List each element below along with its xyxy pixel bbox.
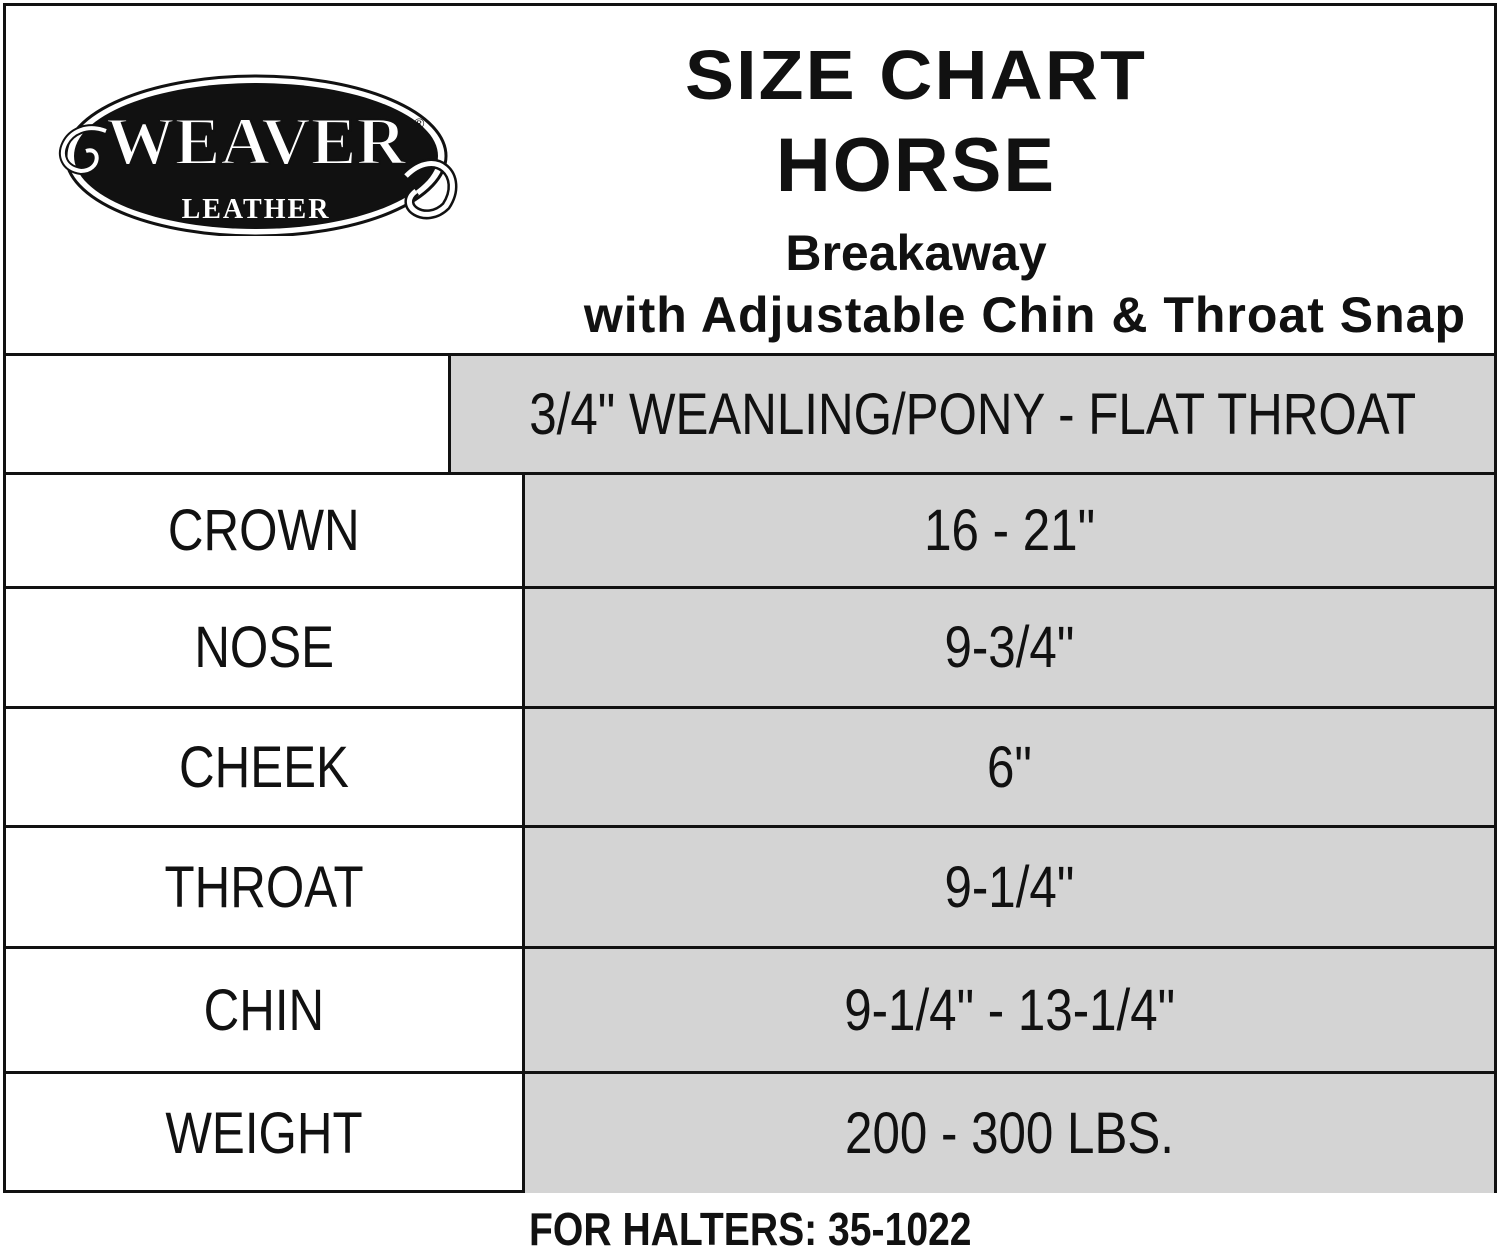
table-row: NOSE 9-3/4" (6, 589, 1494, 709)
row-value: 9-3/4" (525, 589, 1494, 706)
weaver-leather-logo: WEAVER LEATHER ® (59, 74, 458, 236)
product-description: with Adjustable Chin & Throat Snap (583, 287, 1466, 343)
row-label: CHIN (6, 949, 525, 1071)
row-label: THROAT (6, 828, 525, 946)
row-label: WEIGHT (6, 1074, 525, 1193)
table-header-row: 3/4" WEANLING/PONY - FLAT THROAT (6, 356, 1494, 475)
row-value: 9-1/4" (525, 828, 1494, 946)
table-row: THROAT 9-1/4" (6, 828, 1494, 949)
svg-text:WEAVER: WEAVER (106, 103, 407, 179)
size-table: 3/4" WEANLING/PONY - FLAT THROAT CROWN 1… (6, 356, 1494, 1193)
product-type: Breakaway (785, 225, 1047, 281)
table-row: WEIGHT 200 - 300 LBS. (6, 1074, 1494, 1193)
row-label: CROWN (6, 475, 525, 586)
svg-text:®: ® (414, 115, 425, 131)
size-chart: WEAVER LEATHER ® SIZE CHART HORSE Breaka… (3, 3, 1497, 1193)
svg-text:LEATHER: LEATHER (182, 194, 331, 225)
empty-header-cell (6, 356, 451, 472)
row-value: 16 - 21" (525, 475, 1494, 586)
row-label: CHEEK (6, 709, 525, 825)
column-header: 3/4" WEANLING/PONY - FLAT THROAT (450, 356, 1494, 472)
row-value: 6" (525, 709, 1494, 825)
row-value: 200 - 300 LBS. (525, 1074, 1494, 1193)
table-row: CHEEK 6" (6, 709, 1494, 828)
table-row: CROWN 16 - 21" (6, 475, 1494, 589)
table-row: CHIN 9-1/4" - 13-1/4" (6, 949, 1494, 1074)
chart-title: SIZE CHART (685, 36, 1147, 114)
chart-header: WEAVER LEATHER ® SIZE CHART HORSE Breaka… (6, 6, 1494, 356)
row-label: NOSE (6, 589, 525, 706)
chart-subtitle: HORSE (775, 123, 1057, 208)
row-value: 9-1/4" - 13-1/4" (525, 949, 1494, 1071)
halter-reference: FOR HALTERS: 35-1022 (528, 1203, 972, 1255)
